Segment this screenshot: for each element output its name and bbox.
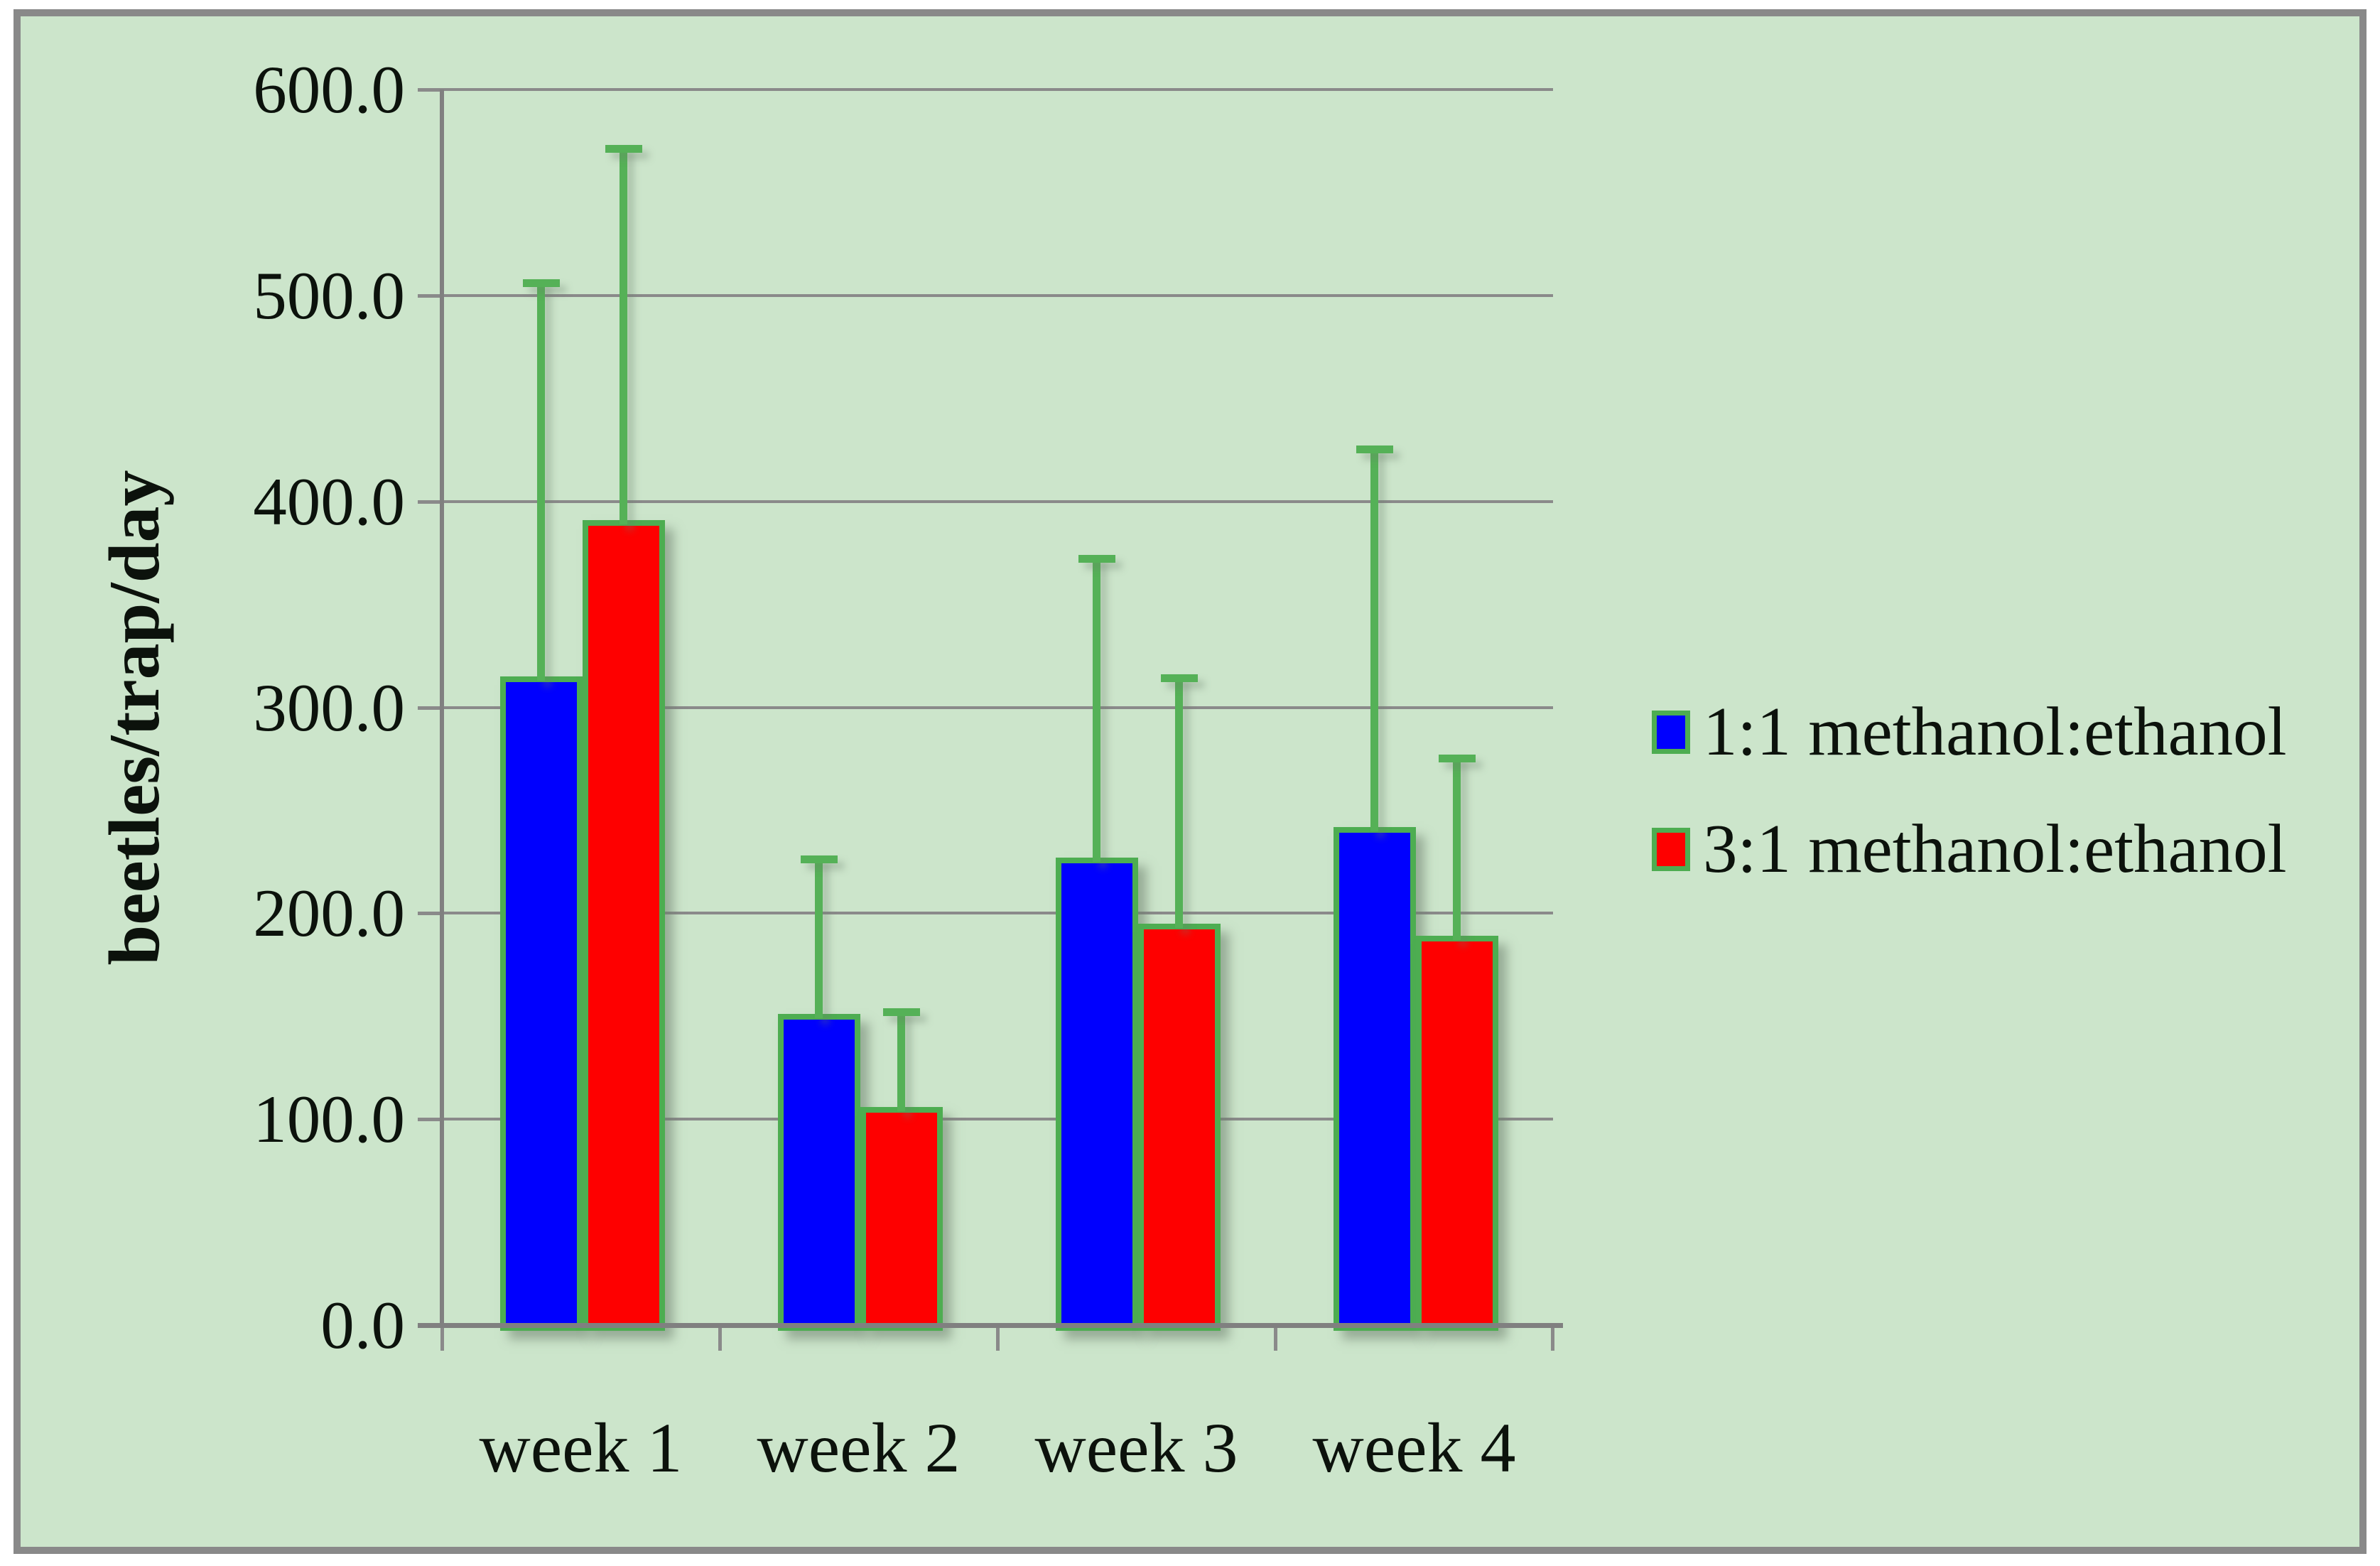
bar-week4-3to1 bbox=[1415, 936, 1498, 1331]
y-axis-tick bbox=[418, 88, 442, 92]
y-axis-line bbox=[440, 90, 444, 1325]
error-bar-cap bbox=[800, 855, 838, 864]
legend-label: 3:1 methanol:ethanol bbox=[1703, 811, 2287, 887]
error-bar-line bbox=[897, 1008, 905, 1111]
y-axis-tick bbox=[418, 500, 442, 504]
gridline bbox=[442, 500, 1553, 503]
y-tick-label: 500.0 bbox=[253, 257, 405, 333]
legend-swatch-icon bbox=[1652, 827, 1690, 871]
error-bar-cap bbox=[1160, 674, 1198, 683]
error-bar-line bbox=[1370, 446, 1378, 831]
y-axis-tick bbox=[418, 912, 442, 916]
legend-item-1to1: 1:1 methanol:ethanol bbox=[1652, 693, 2287, 771]
x-tick-label: week 1 bbox=[479, 1408, 683, 1487]
x-tick-label: week 3 bbox=[1034, 1408, 1238, 1487]
bar-week3-1to1 bbox=[1055, 858, 1138, 1331]
y-axis-tick bbox=[418, 706, 442, 710]
x-axis-tick bbox=[1274, 1325, 1277, 1351]
gridline bbox=[442, 293, 1553, 297]
y-axis-tick bbox=[418, 1118, 442, 1122]
x-axis-tick bbox=[1551, 1325, 1554, 1351]
y-tick-label: 600.0 bbox=[253, 52, 405, 127]
error-bar-line bbox=[1093, 555, 1100, 863]
gridline bbox=[442, 912, 1553, 915]
bar-week1-3to1 bbox=[582, 519, 665, 1331]
bar-week2-1to1 bbox=[777, 1014, 860, 1331]
gridline bbox=[442, 1118, 1553, 1121]
error-bar-cap bbox=[1438, 755, 1476, 763]
x-axis-tick bbox=[996, 1325, 1000, 1351]
x-axis-tick bbox=[440, 1325, 444, 1351]
error-bar-cap bbox=[1356, 446, 1393, 454]
legend-item-3to1: 3:1 methanol:ethanol bbox=[1652, 810, 2287, 888]
legend-label: 1:1 methanol:ethanol bbox=[1703, 693, 2287, 770]
error-bar-cap bbox=[882, 1008, 920, 1016]
y-tick-label: 100.0 bbox=[253, 1081, 405, 1157]
y-tick-label: 400.0 bbox=[253, 463, 405, 539]
bar-week1-1to1 bbox=[499, 676, 583, 1331]
bar-week2-3to1 bbox=[860, 1106, 943, 1331]
gridline bbox=[442, 706, 1553, 709]
x-tick-label: week 4 bbox=[1312, 1408, 1516, 1487]
error-bar-line bbox=[620, 145, 627, 524]
y-axis-tick bbox=[418, 293, 442, 298]
x-tick-label: week 2 bbox=[757, 1408, 961, 1487]
y-tick-label: 0.0 bbox=[320, 1287, 405, 1363]
bar-week4-1to1 bbox=[1333, 826, 1416, 1331]
gridline bbox=[442, 88, 1553, 91]
error-bar-line bbox=[1175, 674, 1183, 928]
error-bar-line bbox=[537, 279, 545, 681]
error-bar-cap bbox=[1078, 555, 1115, 563]
x-axis-tick bbox=[718, 1325, 722, 1351]
error-bar-line bbox=[815, 855, 823, 1019]
error-bar-cap bbox=[522, 279, 560, 287]
x-axis-line bbox=[418, 1323, 1563, 1328]
bar-week3-3to1 bbox=[1137, 923, 1221, 1331]
legend-swatch-icon bbox=[1652, 710, 1690, 754]
error-bar-cap bbox=[605, 145, 642, 153]
y-axis-title: beetles/trap/day bbox=[94, 470, 175, 966]
y-tick-label: 300.0 bbox=[253, 669, 405, 745]
y-tick-label: 200.0 bbox=[253, 875, 405, 951]
error-bar-line bbox=[1453, 755, 1461, 941]
